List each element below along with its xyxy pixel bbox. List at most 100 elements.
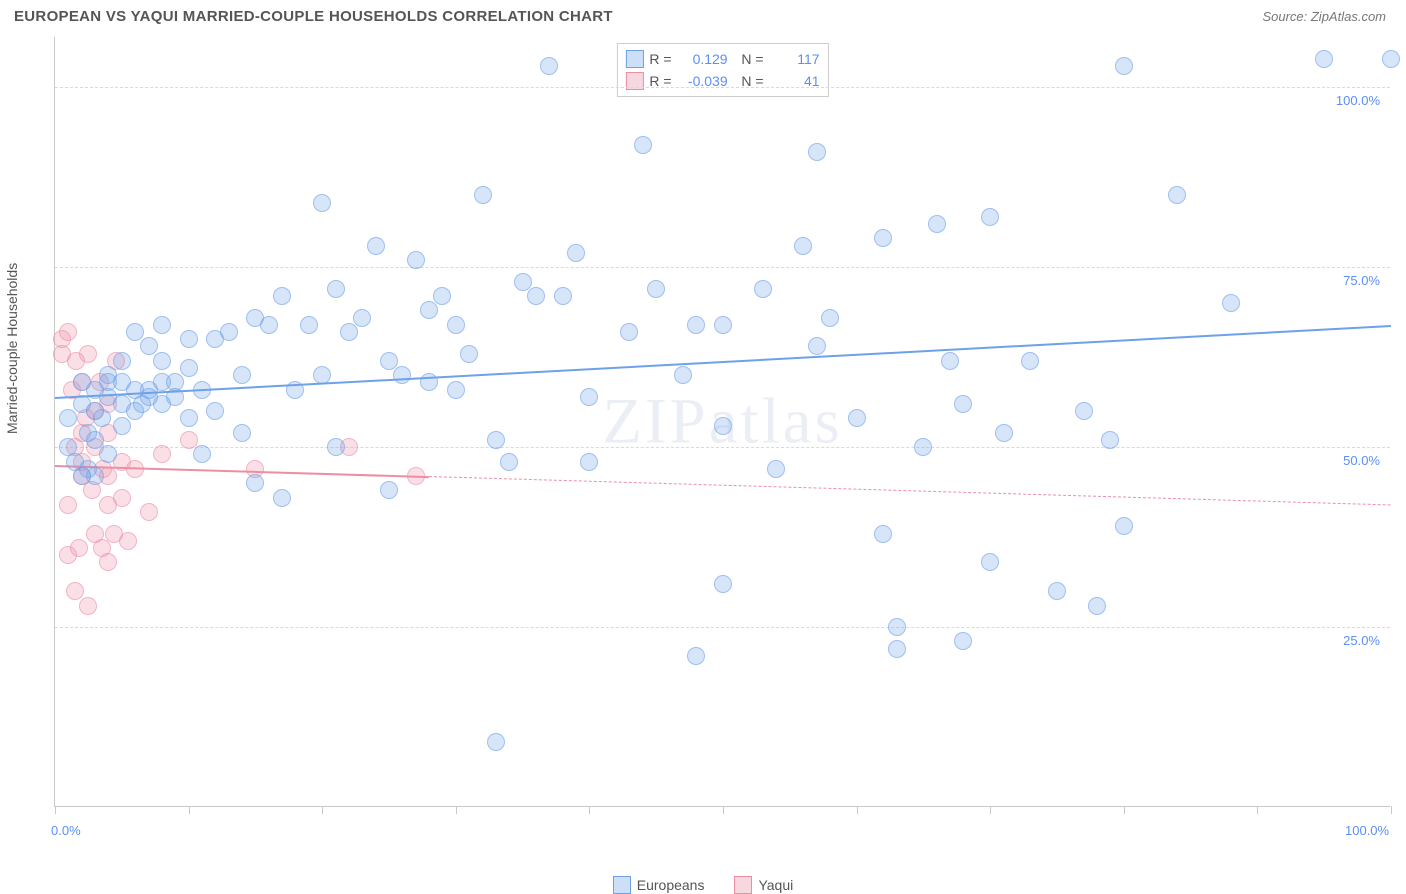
x-tick <box>589 806 590 814</box>
data-point <box>888 640 906 658</box>
stats-row-europeans: R = 0.129 N = 117 <box>625 48 819 70</box>
data-point <box>66 582 84 600</box>
trend-line <box>55 325 1391 399</box>
data-point <box>367 237 385 255</box>
data-point <box>460 345 478 363</box>
data-point <box>220 323 238 341</box>
legend-item-yaqui: Yaqui <box>734 876 793 894</box>
x-tick <box>456 806 457 814</box>
data-point <box>59 323 77 341</box>
n-label: N = <box>734 51 764 67</box>
legend-swatch-yaqui <box>734 876 752 894</box>
data-point <box>714 575 732 593</box>
data-point <box>714 316 732 334</box>
x-tick-label: 0.0% <box>51 823 81 838</box>
x-tick <box>1124 806 1125 814</box>
data-point <box>99 445 117 463</box>
y-tick-label: 100.0% <box>1336 93 1380 108</box>
data-point <box>206 402 224 420</box>
stats-row-yaqui: R = -0.039 N = 41 <box>625 70 819 92</box>
data-point <box>380 481 398 499</box>
data-point <box>59 496 77 514</box>
legend-label-europeans: Europeans <box>637 877 705 893</box>
gridline-h <box>55 447 1390 448</box>
x-tick <box>189 806 190 814</box>
legend-item-europeans: Europeans <box>613 876 705 894</box>
data-point <box>86 467 104 485</box>
data-point <box>874 229 892 247</box>
data-point <box>580 388 598 406</box>
data-point <box>353 309 371 327</box>
data-point <box>407 251 425 269</box>
data-point <box>447 381 465 399</box>
data-point <box>1088 597 1106 615</box>
chart-title: EUROPEAN VS YAQUI MARRIED-COUPLE HOUSEHO… <box>14 8 613 25</box>
data-point <box>180 359 198 377</box>
data-point <box>954 632 972 650</box>
data-point <box>380 352 398 370</box>
data-point <box>420 301 438 319</box>
data-point <box>1168 186 1186 204</box>
data-point <box>474 186 492 204</box>
data-point <box>140 503 158 521</box>
data-point <box>954 395 972 413</box>
data-point <box>634 136 652 154</box>
data-point <box>233 424 251 442</box>
data-point <box>1115 57 1133 75</box>
data-point <box>79 597 97 615</box>
data-point <box>487 431 505 449</box>
data-point <box>794 237 812 255</box>
gridline-h <box>55 87 1390 88</box>
data-point <box>1382 50 1400 68</box>
data-point <box>327 438 345 456</box>
x-tick-label: 100.0% <box>1345 823 1389 838</box>
data-point <box>981 553 999 571</box>
data-point <box>888 618 906 636</box>
data-point <box>554 287 572 305</box>
data-point <box>433 287 451 305</box>
x-tick <box>1391 806 1392 814</box>
data-point <box>300 316 318 334</box>
data-point <box>140 337 158 355</box>
data-point <box>808 337 826 355</box>
n-value-europeans: 117 <box>770 51 820 67</box>
data-point <box>500 453 518 471</box>
bottom-legend: Europeans Yaqui <box>0 876 1406 894</box>
data-point <box>687 316 705 334</box>
data-point <box>767 460 785 478</box>
data-point <box>1021 352 1039 370</box>
data-point <box>180 330 198 348</box>
legend-label-yaqui: Yaqui <box>758 877 793 893</box>
gridline-h <box>55 267 1390 268</box>
r-value-europeans: 0.129 <box>678 51 728 67</box>
chart-container: Married-couple Households ZIPatlas R = 0… <box>0 29 1406 839</box>
data-point <box>313 194 331 212</box>
y-tick-label: 25.0% <box>1343 633 1380 648</box>
plot-area: ZIPatlas R = 0.129 N = 117 R = -0.039 N … <box>54 37 1390 807</box>
trend-line-dashed <box>429 476 1391 505</box>
data-point <box>70 539 88 557</box>
x-tick <box>857 806 858 814</box>
data-point <box>981 208 999 226</box>
data-point <box>620 323 638 341</box>
data-point <box>1315 50 1333 68</box>
data-point <box>180 409 198 427</box>
data-point <box>340 323 358 341</box>
data-point <box>126 323 144 341</box>
chart-source: Source: ZipAtlas.com <box>1262 9 1386 24</box>
x-tick <box>990 806 991 814</box>
data-point <box>193 445 211 463</box>
data-point <box>487 733 505 751</box>
data-point <box>86 431 104 449</box>
data-point <box>914 438 932 456</box>
data-point <box>647 280 665 298</box>
data-point <box>754 280 772 298</box>
data-point <box>447 316 465 334</box>
data-point <box>514 273 532 291</box>
data-point <box>1048 582 1066 600</box>
stats-legend: R = 0.129 N = 117 R = -0.039 N = 41 <box>616 43 828 97</box>
data-point <box>995 424 1013 442</box>
data-point <box>166 373 184 391</box>
data-point <box>674 366 692 384</box>
data-point <box>567 244 585 262</box>
